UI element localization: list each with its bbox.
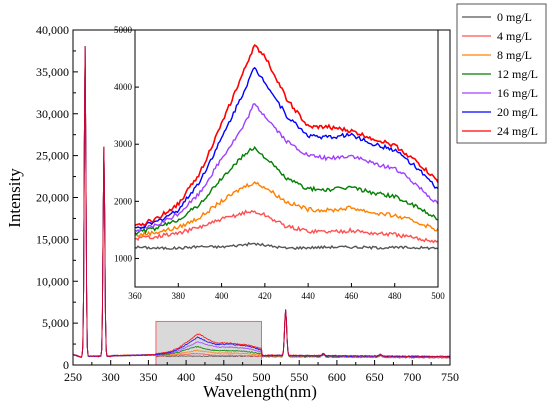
inset-series-line [134,241,439,251]
x-tick-label: 600 [328,370,346,384]
legend-label: 24 mg/L [497,124,538,138]
inset-series-line [134,103,439,234]
x-tick-label: 350 [139,370,157,384]
y-tick-label: 15,000 [36,232,69,246]
inset-plot-frame [134,29,439,288]
inset-series-line [134,44,439,227]
inset-y-tick-label: 4000 [114,82,133,92]
inset-x-tick-label: 360 [128,291,142,301]
y-tick-label: 0 [63,358,69,372]
x-tick-label: 650 [366,370,384,384]
legend-label: 20 mg/L [497,105,538,119]
x-tick-label: 400 [177,370,195,384]
legend: 0 mg/L 4 mg/L 8 mg/L 12 mg/L 16 mg/L 20 mg/L 2… [456,3,547,144]
y-axis-title: Intensity [5,168,24,228]
inset-y-tick-label: 3000 [114,139,133,149]
y-tick-label: 5,000 [42,316,69,330]
inset-x-tick-label: 460 [345,291,359,301]
y-tick-label: 25,000 [36,149,69,163]
y-tick-label: 40,000 [36,23,69,37]
inset-series-line [134,145,438,236]
inset-x-tick-label: 400 [215,291,229,301]
y-tick-label: 10,000 [36,274,69,288]
inset-y-tick-label: 5000 [114,25,133,35]
x-tick-label: 550 [290,370,308,384]
x-axis-title: Wavelength(nm) [203,382,317,401]
legend-label: 8 mg/L [497,48,532,62]
inset-x-tick-label: 440 [301,291,315,301]
inset-series-line [134,180,439,238]
inset-plot: 360 380 400 420 440 460 480 500 1000 2000 3000 4000… [114,25,445,301]
inset-y-tick-label: 2000 [114,196,133,206]
x-tick-label: 300 [102,370,120,384]
inset-x-tick-label: 500 [431,291,445,301]
x-tick-label: 450 [215,370,233,384]
inset-series-line [134,209,439,244]
inset-x-tick-label: 480 [388,291,402,301]
y-tick-label: 20,000 [36,191,69,205]
highlight-region [155,320,262,366]
x-tick-label: 250 [64,370,82,384]
legend-label: 16 mg/L [497,86,538,100]
legend-label: 4 mg/L [497,29,532,43]
y-tick-label: 35,000 [36,65,69,79]
y-tick-label: 30,000 [36,107,69,121]
inset-y-tick-label: 1000 [114,253,133,263]
x-tick-label: 500 [253,370,271,384]
inset-series-line [134,66,439,229]
x-tick-label: 750 [441,370,459,384]
x-tick-label: 700 [403,370,421,384]
legend-label: 0 mg/L [497,10,532,24]
inset-x-tick-label: 380 [172,291,186,301]
inset-x-tick-label: 420 [258,291,272,301]
main-series-line [72,46,451,358]
inset-background [135,30,438,287]
main-plot: 250 300 350 400 450 500 550 600 650 700 750 0 5,000 1… [36,23,459,384]
legend-label: 12 mg/L [497,67,538,81]
